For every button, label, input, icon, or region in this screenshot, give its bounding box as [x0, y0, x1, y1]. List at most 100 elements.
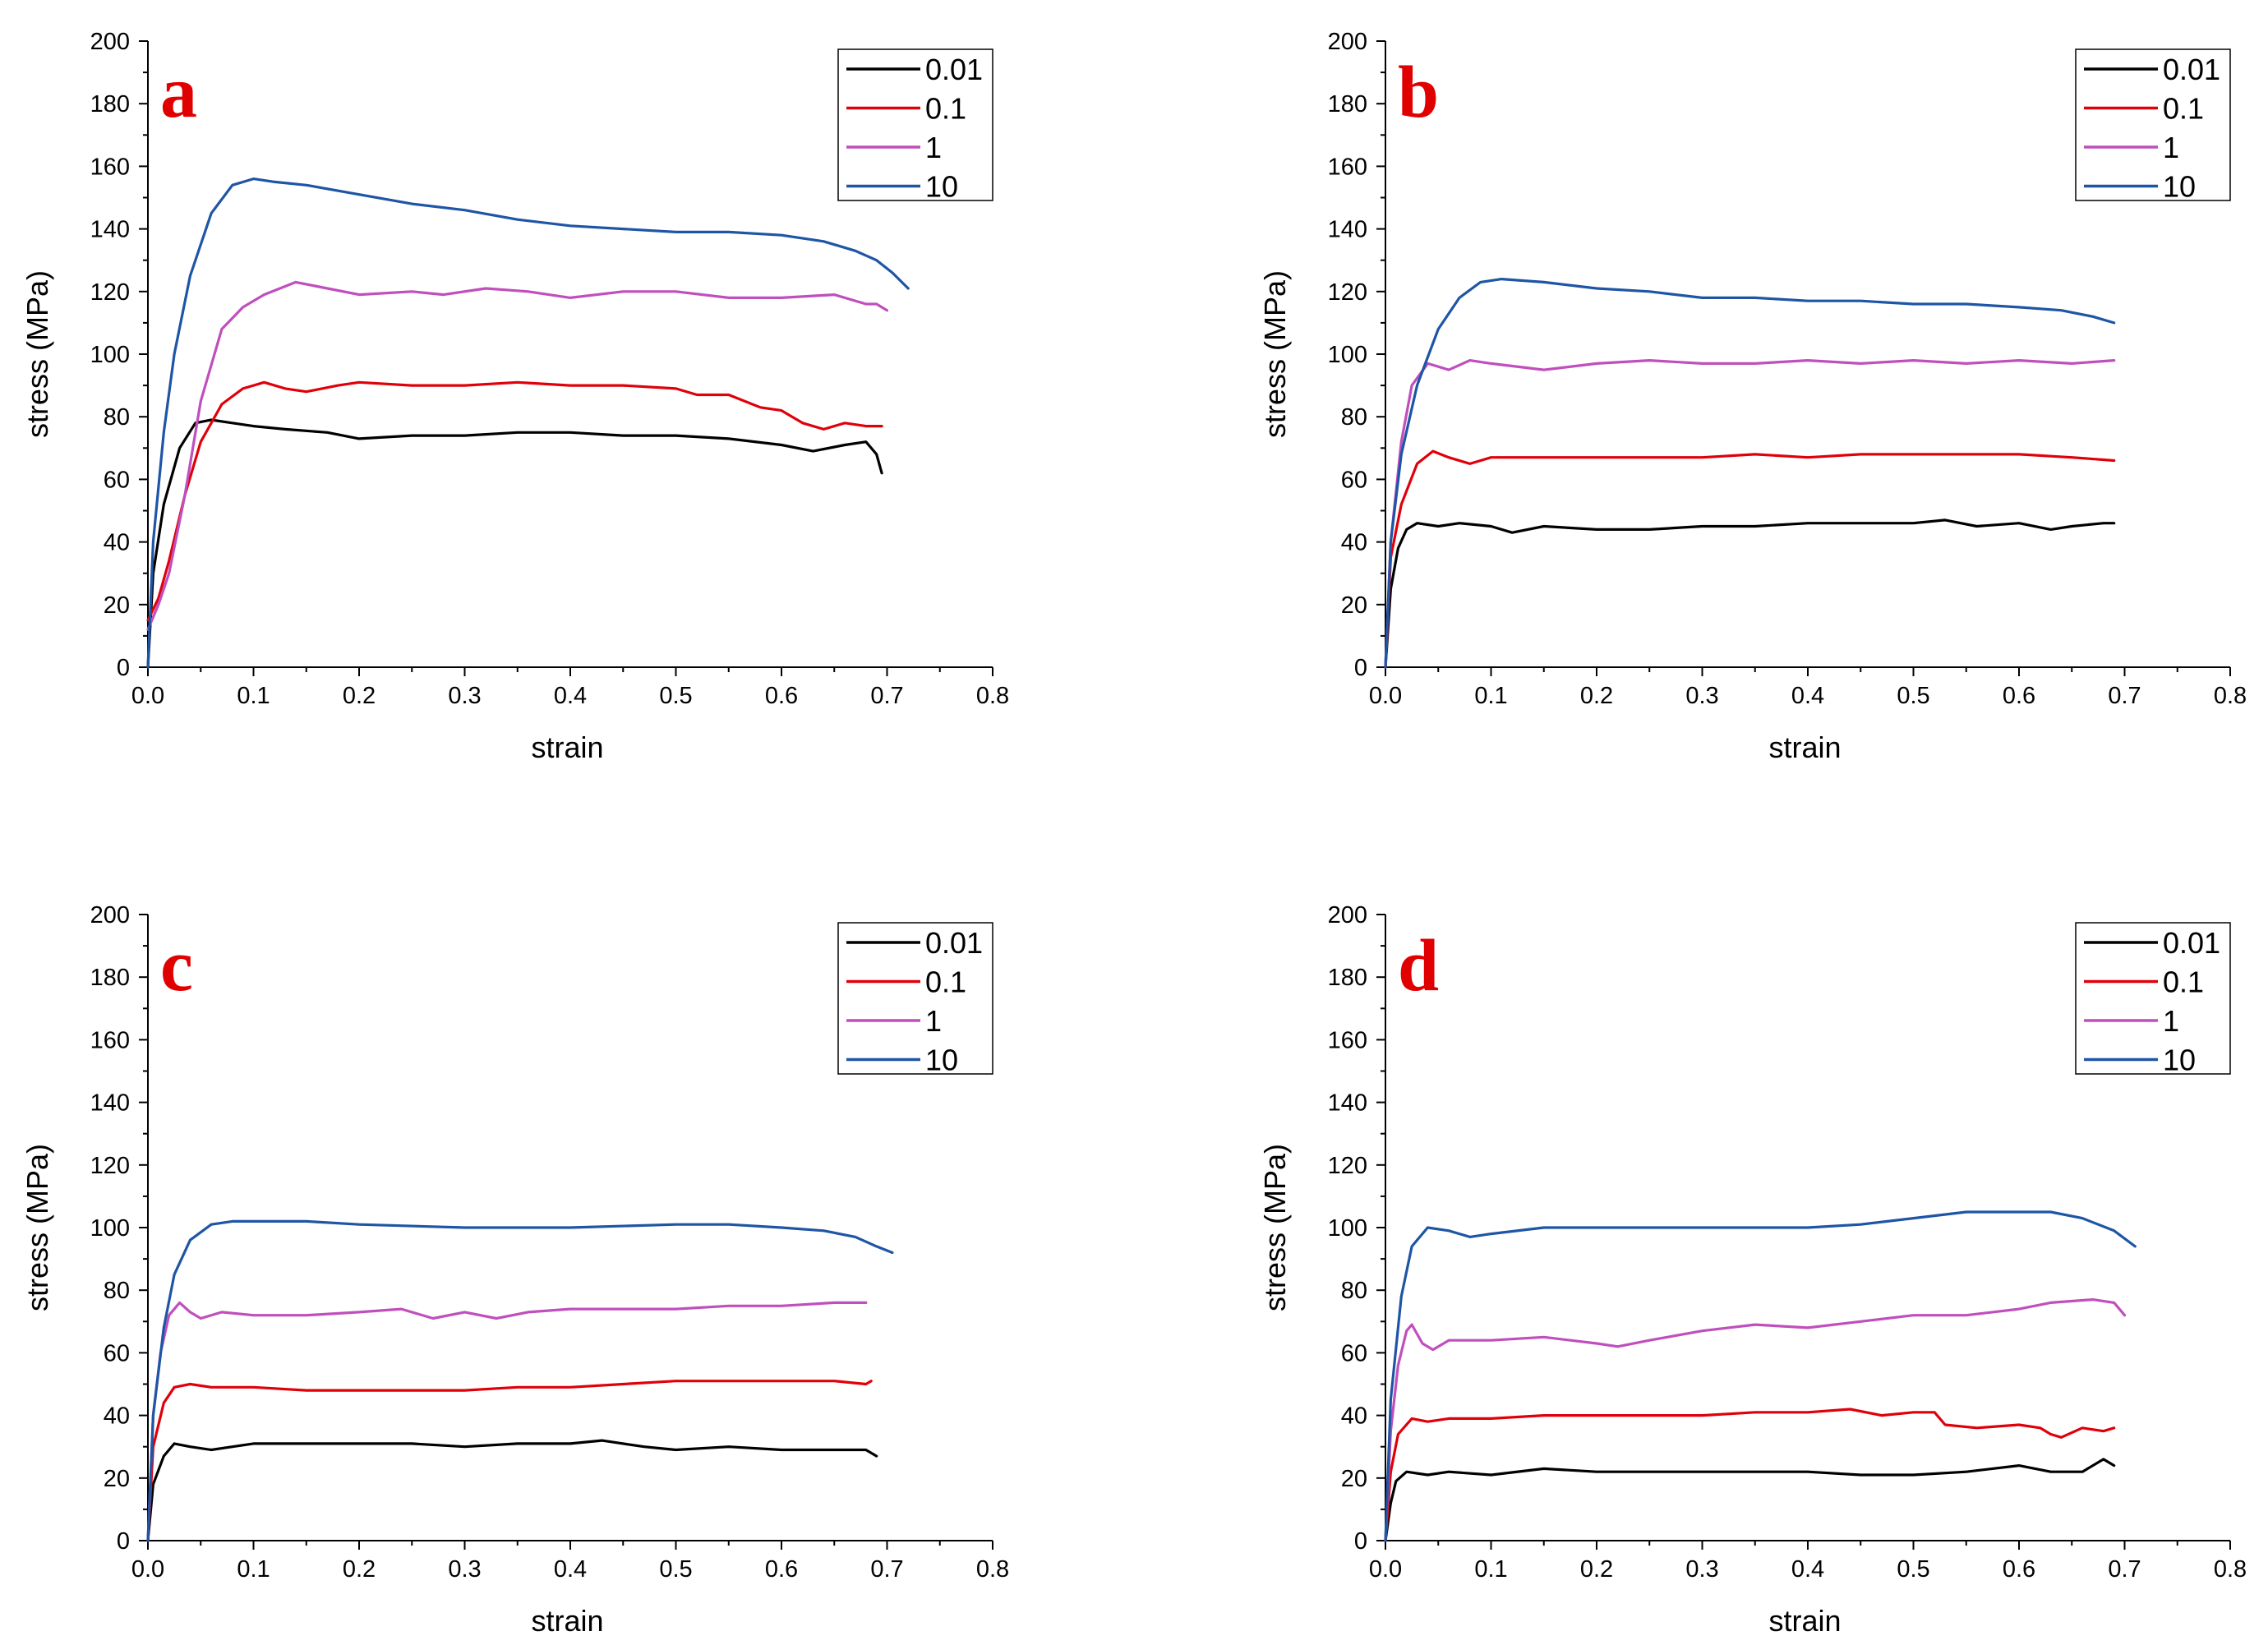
- x-tick-label: 0.4: [554, 1556, 587, 1583]
- x-axis-title: strain: [1768, 730, 1841, 764]
- panel-c: 0.0 0.1 0.2 0.3 0.4 0.5 0.6 0.7 0.8 0 20 40 60 80 100 1…: [21, 902, 1009, 1638]
- series-line-10: [146, 177, 910, 669]
- panel-a: 0.0 0.1 0.2 0.3 0.4 0.5 0.6 0.7 0.8 0 20 40 60 80 100 1…: [21, 29, 1009, 764]
- x-tick-label: 0.2: [343, 683, 376, 709]
- y-tick-label: 100: [90, 342, 130, 368]
- series-line-1: [146, 280, 889, 631]
- x-tick-label: 0.2: [1580, 1556, 1613, 1583]
- legend-label: 0.01: [925, 53, 983, 86]
- x-tick-label: 0.7: [2108, 1556, 2141, 1583]
- series-line-0.1: [1384, 1408, 2116, 1542]
- x-tick-label: 0.6: [765, 683, 798, 709]
- y-tick-label: 80: [1341, 1278, 1367, 1304]
- legend-label: 1: [925, 131, 942, 164]
- legend-box: [837, 48, 993, 201]
- x-tick-label: 0.6: [2003, 683, 2035, 709]
- y-tick-label: 200: [1328, 29, 1367, 55]
- y-tick-label: 160: [90, 1027, 130, 1053]
- x-tick-label: 0.0: [131, 1556, 164, 1583]
- x-tick-label: 0.4: [554, 683, 587, 709]
- x-tick-label: 0.6: [765, 1556, 798, 1583]
- y-tick-label: 180: [1328, 91, 1367, 118]
- x-tick-label: 0.7: [2108, 683, 2141, 709]
- y-tick-label: 20: [1341, 1466, 1367, 1492]
- y-tick-label: 140: [1328, 217, 1367, 243]
- y-tick-label: 100: [1328, 1215, 1367, 1242]
- x-tick-label: 0.1: [1474, 683, 1507, 709]
- panel-letter: a: [160, 52, 197, 133]
- x-axis-title: strain: [531, 730, 603, 764]
- series-line-0.1: [1384, 449, 2116, 669]
- y-axis-title: stress (MPa): [21, 1144, 54, 1311]
- x-tick-label: 0.8: [2214, 1556, 2247, 1583]
- series-line-0.1: [146, 380, 883, 622]
- y-tick-label: 120: [90, 1153, 130, 1179]
- y-tick-label: 140: [90, 217, 130, 243]
- y-tick-label: 0: [1354, 655, 1367, 681]
- legend-label: 10: [2163, 170, 2196, 204]
- x-tick-label: 0.0: [1369, 683, 1402, 709]
- x-tick-label: 0.2: [1580, 683, 1613, 709]
- x-axis-title: strain: [531, 1604, 603, 1638]
- y-tick-label: 40: [104, 530, 130, 556]
- y-tick-label: 120: [1328, 1153, 1367, 1179]
- legend-label: 1: [2163, 1004, 2179, 1038]
- panel-letter: d: [1398, 925, 1439, 1007]
- series-line-10: [1384, 1210, 2137, 1542]
- y-tick-label: 80: [1341, 404, 1367, 431]
- panel-b: 0.0 0.1 0.2 0.3 0.4 0.5 0.6 0.7 0.8 0 20 40 60 80 100 1…: [1258, 29, 2247, 764]
- legend-label: 0.1: [925, 965, 966, 999]
- y-tick-label: 200: [90, 29, 130, 55]
- y-tick-label: 0: [1354, 1528, 1367, 1555]
- legend-label: 1: [2163, 131, 2179, 164]
- y-tick-label: 180: [90, 91, 130, 118]
- legend-box: [837, 922, 993, 1075]
- y-tick-label: 60: [1341, 1340, 1367, 1366]
- legend-box: [2075, 48, 2231, 201]
- y-tick-label: 200: [1328, 902, 1367, 928]
- series-line-10: [146, 1219, 894, 1542]
- y-tick-label: 200: [90, 902, 130, 928]
- y-tick-label: 0: [117, 655, 130, 681]
- x-tick-label: 0.5: [1897, 1556, 1929, 1583]
- x-tick-label: 0.3: [1685, 1556, 1718, 1583]
- y-tick-label: 100: [90, 1215, 130, 1242]
- x-tick-label: 0.1: [237, 1556, 270, 1583]
- x-tick-label: 0.2: [343, 1556, 376, 1583]
- y-tick-label: 160: [90, 154, 130, 180]
- legend-label: 1: [925, 1004, 942, 1038]
- series-line-0.01: [1384, 1458, 2116, 1542]
- legend-label: 10: [925, 1044, 958, 1077]
- legend-label: 0.01: [925, 926, 983, 960]
- x-tick-label: 0.1: [1474, 1556, 1507, 1583]
- x-tick-label: 0.7: [870, 683, 903, 709]
- y-tick-label: 160: [1328, 1027, 1367, 1053]
- x-tick-label: 0.6: [2003, 1556, 2035, 1583]
- series-line-0.1: [146, 1380, 873, 1542]
- series-line-0.01: [146, 1439, 878, 1542]
- y-tick-label: 60: [1341, 467, 1367, 493]
- x-tick-label: 0.4: [1791, 1556, 1824, 1583]
- legend-label: 0.1: [2163, 92, 2204, 126]
- x-tick-label: 0.3: [448, 683, 481, 709]
- y-tick-label: 120: [90, 279, 130, 306]
- x-axis-title: strain: [1768, 1604, 1841, 1638]
- legend-label: 0.1: [2163, 965, 2204, 999]
- series-line-0.01: [146, 418, 883, 669]
- y-tick-label: 100: [1328, 342, 1367, 368]
- legend-label: 10: [925, 170, 958, 204]
- x-tick-label: 0.5: [659, 683, 692, 709]
- x-tick-label: 0.1: [237, 683, 270, 709]
- y-tick-label: 160: [1328, 154, 1367, 180]
- series-line-0.01: [1384, 518, 2116, 669]
- series-line-1: [1384, 359, 2116, 669]
- y-tick-label: 140: [1328, 1090, 1367, 1117]
- x-tick-label: 0.0: [1369, 1556, 1402, 1583]
- series-line-1: [146, 1301, 868, 1542]
- panel-d: 0.0 0.1 0.2 0.3 0.4 0.5 0.6 0.7 0.8 0 20 40 60 80 100 1…: [1258, 902, 2247, 1638]
- legend-label: 10: [2163, 1044, 2196, 1077]
- y-tick-label: 140: [90, 1090, 130, 1117]
- y-tick-label: 40: [104, 1403, 130, 1430]
- y-tick-label: 120: [1328, 279, 1367, 306]
- x-tick-label: 0.8: [976, 683, 1009, 709]
